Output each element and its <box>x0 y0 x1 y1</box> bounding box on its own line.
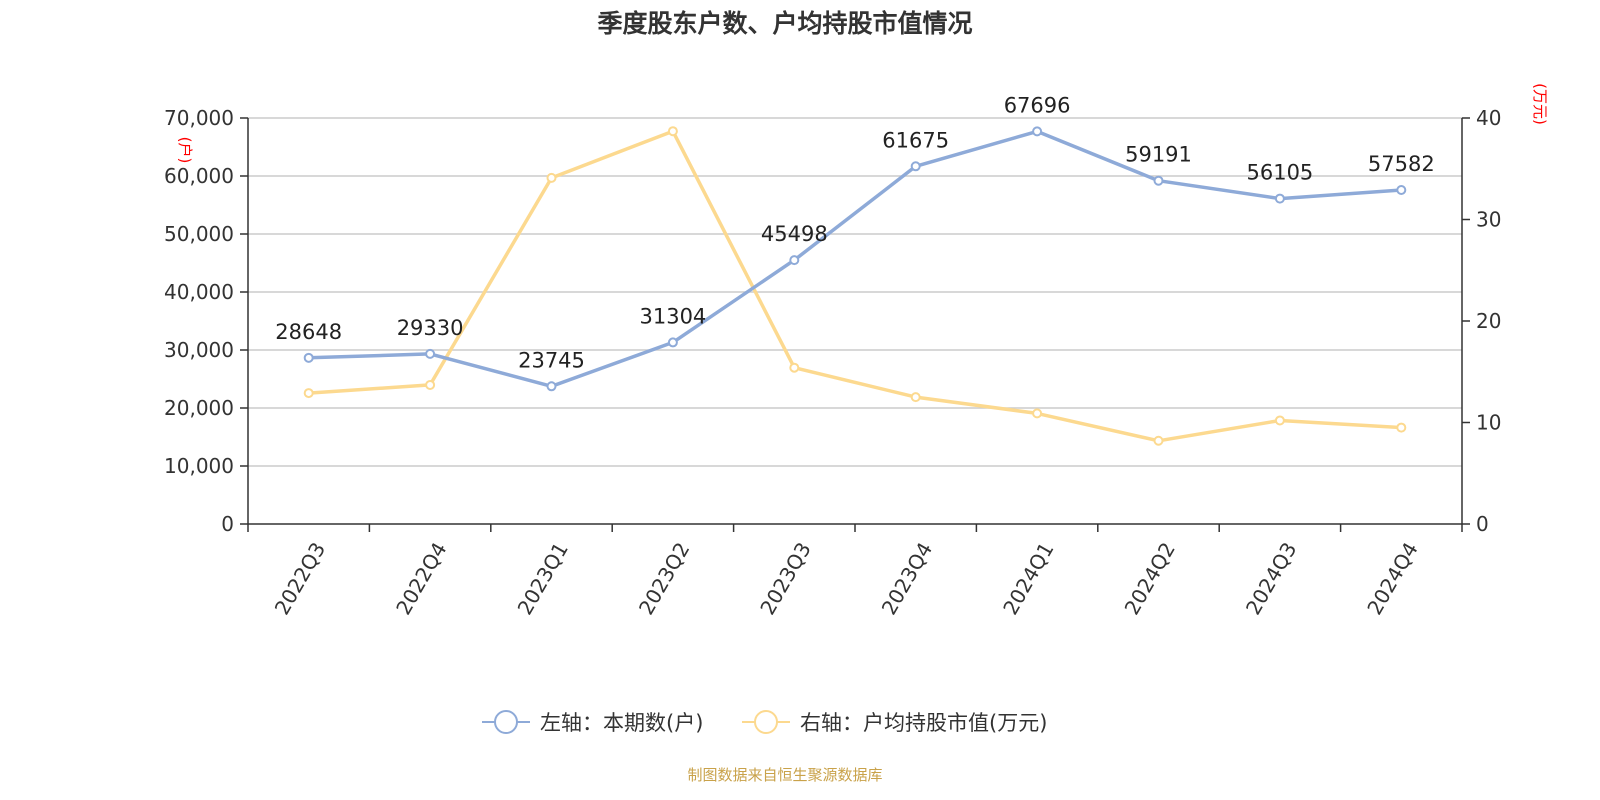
data-label: 56105 <box>1246 161 1313 185</box>
legend-item-right[interactable]: 右轴：户均持股市值(万元) <box>742 710 1047 735</box>
left-axis-unit: (户) <box>176 137 194 164</box>
x-tick-label: 2022Q3 <box>270 538 330 619</box>
left-tick-label: 50,000 <box>164 222 234 246</box>
data-point[interactable] <box>303 352 314 363</box>
data-label: 31304 <box>639 304 706 328</box>
left-tick-label: 0 <box>221 512 234 536</box>
data-point[interactable] <box>546 172 557 183</box>
data-label: 67696 <box>1004 93 1071 117</box>
x-axis-ticks: 2022Q3 2022Q4 2023Q1 2023Q2 2023Q3 2023Q4 2024… <box>247 524 1463 619</box>
data-point[interactable] <box>910 161 921 172</box>
data-point[interactable] <box>425 348 436 359</box>
data-point[interactable] <box>425 379 436 390</box>
series-left <box>303 126 1407 392</box>
series-layer <box>303 126 1407 446</box>
right-tick-label: 40 <box>1476 106 1501 130</box>
source-note: 制图数据来自恒生聚源数据库 <box>687 766 882 784</box>
chart-title: 季度股东户数、户均持股市值情况 <box>597 9 972 38</box>
legend-marker-icon <box>494 710 518 734</box>
data-point[interactable] <box>546 381 557 392</box>
x-tick-label: 2024Q1 <box>998 538 1058 619</box>
data-point[interactable] <box>667 126 678 137</box>
series-line-left <box>308 129 1402 389</box>
left-tick-label: 70,000 <box>164 106 234 130</box>
left-axis-ticks: 0 10,000 20,000 30,000 40,000 50,000 60,000 70,… <box>164 106 248 536</box>
left-tick-label: 30,000 <box>164 338 234 362</box>
data-point[interactable] <box>1396 185 1407 196</box>
data-point[interactable] <box>1274 193 1285 204</box>
data-label: 59191 <box>1125 143 1192 167</box>
data-label: 28648 <box>275 320 342 344</box>
x-tick-label: 2023Q3 <box>755 538 815 619</box>
series-right <box>303 126 1407 446</box>
data-label: 45498 <box>761 222 828 246</box>
x-tick-label: 2022Q4 <box>391 538 451 619</box>
data-point[interactable] <box>789 255 800 266</box>
data-point[interactable] <box>667 337 678 348</box>
data-point[interactable] <box>1274 415 1285 426</box>
data-point[interactable] <box>1153 435 1164 446</box>
data-point[interactable] <box>1032 408 1043 419</box>
left-tick-label: 20,000 <box>164 396 234 420</box>
right-tick-label: 0 <box>1476 512 1489 536</box>
data-point[interactable] <box>1396 422 1407 433</box>
left-tick-label: 60,000 <box>164 164 234 188</box>
right-axis-unit: (万元) <box>1531 83 1549 125</box>
data-labels: 28648 29330 23745 31304 45498 61675 67696 59191… <box>275 93 1434 372</box>
legend[interactable]: 左轴：本期数(户) 右轴：户均持股市值(万元) <box>482 710 1047 735</box>
data-label: 23745 <box>518 348 585 372</box>
left-tick-label: 40,000 <box>164 280 234 304</box>
data-point[interactable] <box>1153 175 1164 186</box>
x-tick-label: 2023Q4 <box>877 538 937 619</box>
data-label: 57582 <box>1368 152 1435 176</box>
left-tick-label: 10,000 <box>164 454 234 478</box>
data-label: 29330 <box>397 316 464 340</box>
data-point[interactable] <box>789 362 800 373</box>
right-axis-ticks: 0 10 20 30 40 <box>1462 106 1501 536</box>
right-tick-label: 30 <box>1476 208 1501 232</box>
x-tick-label: 2024Q3 <box>1241 538 1301 619</box>
x-tick-label: 2023Q1 <box>513 538 573 619</box>
legend-label: 左轴：本期数(户) <box>540 711 703 735</box>
data-point[interactable] <box>303 388 314 399</box>
data-point[interactable] <box>1032 126 1043 137</box>
data-label: 61675 <box>882 128 949 152</box>
data-point[interactable] <box>910 392 921 403</box>
series-line-right <box>308 129 1402 443</box>
x-tick-label: 2023Q2 <box>634 538 694 619</box>
right-tick-label: 10 <box>1476 411 1501 435</box>
right-tick-label: 20 <box>1476 309 1501 333</box>
x-tick-label: 2024Q2 <box>1120 538 1180 619</box>
legend-marker-icon <box>754 710 778 734</box>
legend-label: 右轴：户均持股市值(万元) <box>800 711 1047 735</box>
legend-item-left[interactable]: 左轴：本期数(户) <box>482 710 703 735</box>
x-tick-label: 2024Q4 <box>1362 538 1422 619</box>
